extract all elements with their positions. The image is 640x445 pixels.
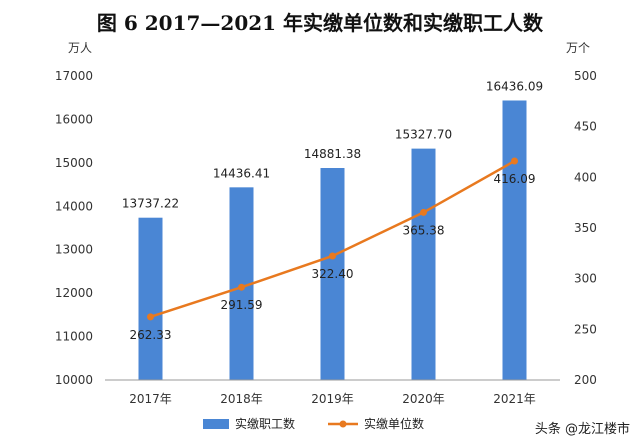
line-data-label: 365.38 <box>403 223 445 237</box>
right-axis-ticks: 200 250 300 350 400 450 500 <box>574 69 597 387</box>
line-point-2017年 <box>147 313 154 321</box>
left-tick-label: 11000 <box>55 330 93 344</box>
left-tick-label: 13000 <box>55 243 93 257</box>
bar-2017年 <box>138 217 163 380</box>
x-tick-label: 2019年 <box>311 392 354 406</box>
bar-data-label: 15327.70 <box>395 128 452 142</box>
bar-2021年 <box>502 100 527 380</box>
legend-bar-swatch <box>203 419 229 429</box>
left-axis-ticks: 10000 11000 12000 13000 14000 15000 16000 17000 <box>55 69 93 387</box>
right-tick-label: 500 <box>574 69 597 83</box>
bar-2019年 <box>320 168 345 380</box>
left-tick-label: 12000 <box>55 286 93 300</box>
right-tick-label: 400 <box>574 170 597 184</box>
line-data-label: 322.40 <box>312 267 354 281</box>
left-axis-unit: 万人 <box>68 41 92 55</box>
legend-bar-label: 实缴职工数 <box>235 416 295 431</box>
right-tick-label: 200 <box>574 373 597 387</box>
legend: 实缴职工数 实缴单位数 <box>203 416 424 431</box>
right-tick-label: 250 <box>574 322 597 336</box>
x-tick-label: 2018年 <box>220 392 263 406</box>
line-data-label: 291.59 <box>221 298 263 312</box>
x-tick-label: 2017年 <box>129 392 172 406</box>
left-tick-label: 10000 <box>55 373 93 387</box>
watermark: 头条 @龙江楼市 <box>535 421 630 437</box>
line-point-2021年 <box>511 157 518 165</box>
bar-data-label: 16436.09 <box>486 79 543 93</box>
legend-line-label: 实缴单位数 <box>364 416 424 431</box>
bar-data-label: 13737.22 <box>122 197 179 211</box>
x-axis-ticks: 2017年 2018年 2019年 2020年 2021年 <box>129 392 536 406</box>
right-axis-unit: 万个 <box>566 41 590 55</box>
right-tick-label: 450 <box>574 120 597 134</box>
left-tick-label: 17000 <box>55 69 93 83</box>
chart-title: 图 6 2017—2021 年实缴单位数和实缴职工人数 <box>97 11 544 35</box>
x-tick-label: 2020年 <box>402 392 445 406</box>
bar-2020年 <box>411 148 436 380</box>
right-tick-label: 350 <box>574 221 597 235</box>
right-tick-label: 300 <box>574 272 597 286</box>
legend-line-marker <box>339 420 347 428</box>
line-series: 262.33 291.59 322.40 365.38 416.09 <box>130 157 536 342</box>
line-data-label: 262.33 <box>130 328 172 342</box>
x-tick-label: 2021年 <box>493 392 536 406</box>
left-tick-label: 15000 <box>55 156 93 170</box>
left-tick-label: 16000 <box>55 112 93 126</box>
line-point-2019年 <box>329 252 336 260</box>
bar-series: 13737.22 14436.41 14881.38 15327.70 16436.09 <box>122 79 543 380</box>
left-tick-label: 14000 <box>55 199 93 213</box>
bar-data-label: 14881.38 <box>304 147 361 161</box>
line-point-2018年 <box>238 283 245 291</box>
line-data-label: 416.09 <box>494 172 536 186</box>
line-point-2020年 <box>420 208 427 216</box>
bar-data-label: 14436.41 <box>213 166 270 180</box>
